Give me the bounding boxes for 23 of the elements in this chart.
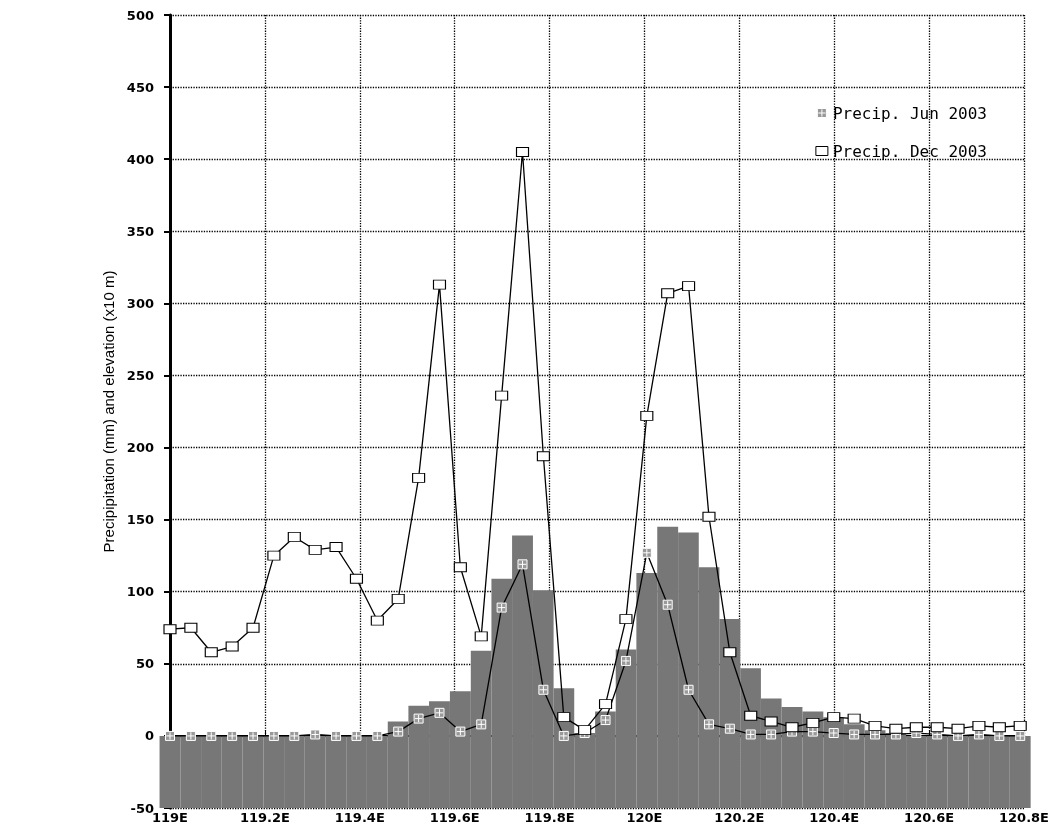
y-tick-label: 250 xyxy=(126,367,154,383)
y-tick-label: 0 xyxy=(144,728,154,744)
y-tick-label: 450 xyxy=(126,79,154,95)
x-tick-label: 120.8E xyxy=(998,810,1050,825)
y-tick-label: 300 xyxy=(126,295,154,311)
y-tick-label: 500 xyxy=(126,7,154,23)
x-tick-label: 119.4E xyxy=(334,810,385,825)
y-tick-label: 150 xyxy=(126,512,154,528)
x-tick-label: 120.6E xyxy=(904,810,955,825)
x-tick-label: 120E xyxy=(626,810,663,825)
x-tick-label: 120.2E xyxy=(714,810,765,825)
y-tick-label: -50 xyxy=(130,800,154,816)
y-tick-label: 50 xyxy=(135,656,154,672)
y-tick-label: 200 xyxy=(126,440,154,456)
y-tick-label: 100 xyxy=(126,584,154,600)
y-tick-label: 350 xyxy=(126,223,154,239)
x-tick-label: 119.6E xyxy=(429,810,480,825)
legend-label: Precip. Jun 2003 xyxy=(832,103,987,123)
x-tick-label: 120.4E xyxy=(809,810,860,825)
x-tick-label: 119.2E xyxy=(239,810,290,825)
y-tick-label: 400 xyxy=(126,151,154,167)
x-tick-label: 119.8E xyxy=(524,810,575,825)
y-axis-title: Precipipitation (mm) and elevation (x10 m) xyxy=(99,270,117,553)
